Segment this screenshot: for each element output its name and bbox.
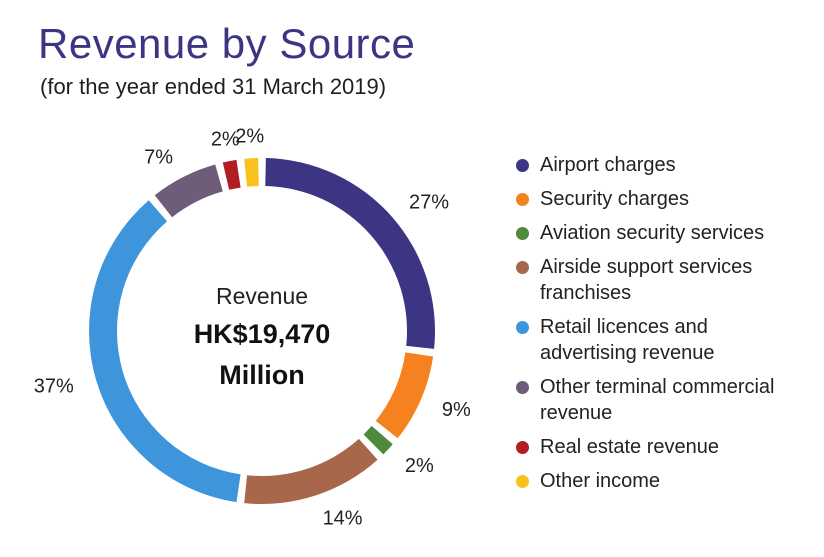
center-amount: HK$19,470 (194, 319, 331, 349)
slice-label-5: 7% (144, 146, 173, 168)
slice-5 (154, 164, 223, 218)
chart-title: Revenue by Source (38, 20, 416, 67)
legend-dot-icon (516, 475, 529, 488)
legend-dot-icon (516, 441, 529, 454)
legend-item: Other income (516, 468, 810, 494)
legend-dot-icon (516, 227, 529, 240)
legend-label: Airside support services franchises (540, 256, 753, 304)
legend-dot-icon (516, 381, 529, 394)
slice-label-0: 27% (409, 191, 449, 213)
center-label: Revenue (216, 283, 308, 309)
legend-label: Aviation security services (540, 222, 765, 244)
legend-dot-icon (516, 193, 529, 206)
slice-label-4: 37% (34, 376, 74, 398)
legend-item: Retail licences and advertising revenue (516, 314, 810, 366)
legend-label: Other income (540, 470, 661, 492)
legend-item: Real estate revenue (516, 434, 810, 460)
slice-6 (222, 159, 241, 190)
slice-label-6: 2% (211, 128, 240, 150)
legend-dot-icon (516, 321, 529, 334)
slice-4 (89, 200, 241, 503)
legend-label: Security charges (540, 188, 689, 210)
slice-0 (265, 158, 436, 349)
legend-item: Airside support services franchises (516, 254, 810, 306)
legend-item: Aviation security services (516, 220, 810, 246)
slice-label-1: 9% (442, 399, 471, 421)
legend-label: Airport charges (540, 154, 676, 176)
legend-dot-icon (516, 261, 529, 274)
legend-label: Other terminal commercial revenue (540, 376, 775, 424)
legend-dot-icon (516, 159, 529, 172)
legend-item: Airport charges (516, 152, 810, 178)
slice-1 (375, 352, 434, 439)
legend-item: Other terminal commercial revenue (516, 374, 810, 426)
slice-3 (244, 438, 378, 505)
center-unit: Million (219, 360, 304, 390)
slice-label-2: 2% (405, 455, 434, 477)
slice-label-7: 2% (235, 125, 264, 147)
legend: Airport charges Security charges Aviation … (516, 152, 810, 502)
legend-label: Real estate revenue (540, 436, 720, 458)
slice-2 (363, 425, 393, 455)
slice-7 (244, 158, 259, 187)
slice-label-3: 14% (323, 507, 363, 529)
legend-item: Security charges (516, 186, 810, 212)
legend-label: Retail licences and advertising revenue (540, 316, 715, 364)
chart-subtitle: (for the year ended 31 March 2019) (40, 74, 387, 99)
